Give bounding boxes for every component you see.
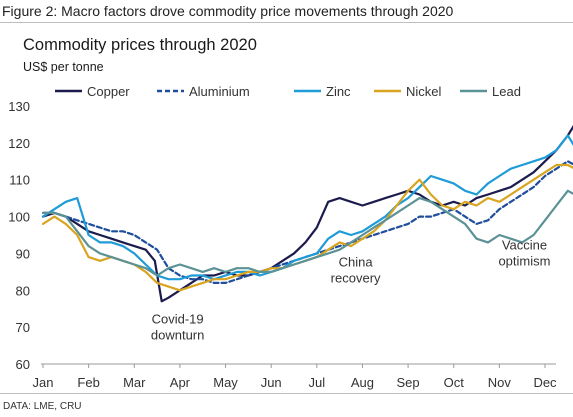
x-tick-label: Feb — [77, 375, 99, 390]
legend-label-lead: Lead — [492, 84, 521, 99]
legend-label-nickel: Nickel — [406, 84, 442, 99]
x-tick-label: Aug — [351, 375, 374, 390]
x-tick-label: Apr — [170, 375, 191, 390]
x-tick-label: May — [213, 375, 238, 390]
annotation-line: optimism — [498, 254, 550, 269]
y-tick-label: 100 — [8, 210, 30, 225]
legend-label-aluminium: Aluminium — [189, 84, 250, 99]
bottom-rule — [0, 393, 573, 394]
annotation-text: Vaccine optimism — [498, 238, 550, 269]
figure-title: Figure 2: Macro factors drove commodity … — [2, 3, 454, 19]
x-tick-label: Mar — [123, 375, 146, 390]
annotation-line: Covid-19 — [152, 311, 204, 326]
top-rule — [0, 22, 573, 23]
series-line-zinc — [41, 134, 573, 281]
chart-subtitle: US$ per tonne — [23, 60, 104, 74]
series-line-lead — [41, 189, 573, 277]
x-tick-label: Sep — [397, 375, 420, 390]
x-tick-label: Jan — [33, 375, 54, 390]
y-tick-label: 130 — [8, 99, 30, 114]
annotation-line: recovery — [331, 270, 381, 285]
x-tick-label: Jun — [261, 375, 282, 390]
legend-label-copper: Copper — [87, 84, 130, 99]
chart-title: Commodity prices through 2020 — [23, 36, 257, 54]
y-tick-label: 90 — [16, 246, 30, 261]
y-tick-label: 120 — [8, 136, 30, 151]
x-tick-label: Nov — [488, 375, 512, 390]
x-tick-label: Jul — [309, 375, 326, 390]
y-tick-label: 60 — [16, 357, 30, 372]
annotation-line: Vaccine — [502, 238, 547, 253]
legend-label-zinc: Zinc — [326, 84, 351, 99]
series-line-copper — [41, 125, 573, 303]
annotation-text: China recovery — [331, 254, 381, 285]
x-tick-label: Dec — [533, 375, 557, 390]
annotation-text: Covid-19 downturn — [151, 311, 204, 342]
source-note: DATA: LME, CRU — [3, 401, 82, 412]
x-tick-label: Oct — [444, 375, 465, 390]
y-tick-label: 110 — [9, 173, 30, 188]
y-tick-label: 70 — [16, 320, 30, 335]
y-tick-label: 80 — [16, 283, 30, 298]
annotation-line: downturn — [151, 327, 204, 342]
series-line-nickel — [41, 163, 573, 292]
annotation-line: China — [339, 254, 374, 269]
